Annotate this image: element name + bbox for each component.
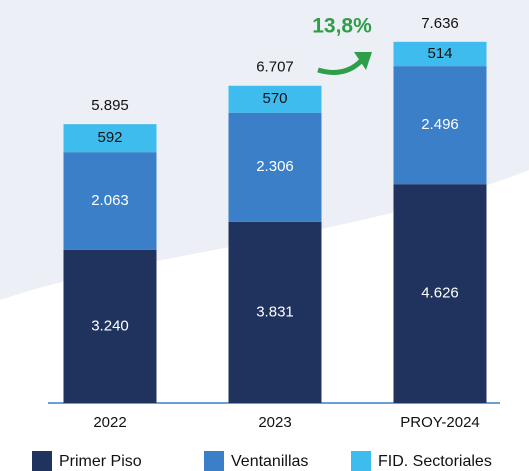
value-label: 2.496 — [421, 116, 459, 133]
legend-label: FID. Sectoriales — [378, 453, 492, 470]
legend-label: Ventanillas — [231, 453, 308, 470]
bar-segment — [393, 184, 487, 403]
total-label: 6.707 — [256, 59, 294, 76]
x-tick-label: PROY-2024 — [400, 414, 480, 431]
legend-swatch — [32, 451, 52, 471]
annotation-arrow — [317, 58, 364, 75]
x-tick-label: 2023 — [258, 414, 291, 431]
value-label: 2.063 — [91, 192, 129, 209]
annotation-arrowhead — [354, 52, 372, 70]
annotation: 13,8% — [312, 15, 372, 38]
bar-segment — [63, 124, 157, 153]
total-label: 7.636 — [421, 15, 459, 32]
bar-segment — [228, 112, 322, 222]
value-label: 592 — [97, 129, 122, 146]
bar-segment — [393, 41, 487, 67]
legend-swatch — [351, 451, 371, 471]
legend-swatch — [204, 451, 224, 471]
bar-segment — [63, 152, 157, 250]
total-label: 5.895 — [91, 97, 129, 114]
x-tick-label: 2022 — [93, 414, 126, 431]
value-label: 514 — [427, 45, 452, 62]
bar-segment — [228, 85, 322, 113]
bar-segment — [393, 66, 487, 185]
value-label: 4.626 — [421, 285, 459, 302]
bar-segment — [228, 221, 322, 403]
bar-segment — [63, 249, 157, 403]
value-label: 3.240 — [91, 317, 129, 334]
value-label: 2.306 — [256, 158, 294, 175]
value-label: 570 — [262, 90, 287, 107]
legend-label: Primer Piso — [59, 453, 142, 470]
value-label: 3.831 — [256, 303, 294, 320]
